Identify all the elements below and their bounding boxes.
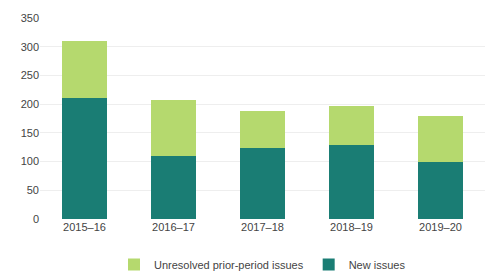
svg-text:300: 300 — [21, 41, 39, 53]
svg-text:250: 250 — [21, 69, 39, 81]
svg-text:2017–18: 2017–18 — [241, 221, 284, 233]
svg-text:2016–17: 2016–17 — [152, 221, 195, 233]
svg-text:2019–20: 2019–20 — [419, 221, 462, 233]
svg-text:2015–16: 2015–16 — [63, 221, 106, 233]
svg-text:350: 350 — [21, 12, 39, 24]
svg-text:2018–19: 2018–19 — [330, 221, 373, 233]
svg-text:200: 200 — [21, 98, 39, 110]
svg-text:150: 150 — [21, 127, 39, 139]
svg-text:Unresolved prior-period issues: Unresolved prior-period issues — [154, 259, 304, 271]
svg-text:New issues: New issues — [349, 259, 406, 271]
svg-text:0: 0 — [33, 213, 39, 225]
svg-text:100: 100 — [21, 155, 39, 167]
svg-text:50: 50 — [27, 184, 39, 196]
